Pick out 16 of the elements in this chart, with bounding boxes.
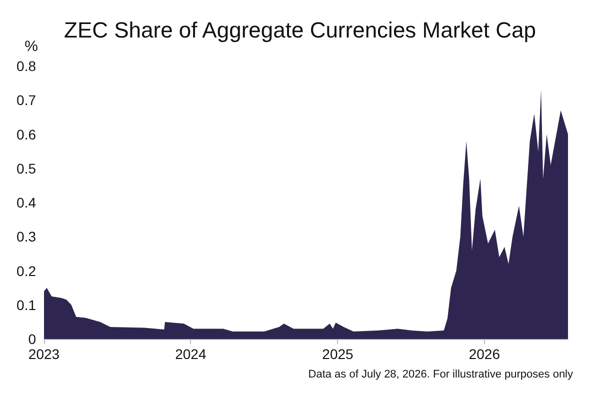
y-tick-label: 0.1 <box>16 296 36 313</box>
y-tick-label: 0.6 <box>16 126 36 142</box>
y-axis-title: % <box>24 38 38 55</box>
x-tick-label: 2025 <box>322 346 354 362</box>
y-tick-label: 0.8 <box>16 58 36 74</box>
y-tick-label: 0.4 <box>16 194 36 210</box>
y-tick-label: 0 <box>28 331 36 347</box>
x-tick-label: 2026 <box>468 346 500 362</box>
y-tick-label: 0.3 <box>16 228 36 245</box>
x-tick-label: 2023 <box>28 346 60 362</box>
y-tick-label: 0.7 <box>16 92 36 108</box>
text: Data as of July 28, 2026. For illustrative purposes only <box>308 368 574 380</box>
x-tick-label: 2024 <box>175 346 206 362</box>
y-tick-label: 0.5 <box>16 160 36 176</box>
y-tick-label: 0.2 <box>16 262 36 279</box>
chart-title: ZEC Share of Aggregate Currencies Market Cap <box>64 18 536 42</box>
